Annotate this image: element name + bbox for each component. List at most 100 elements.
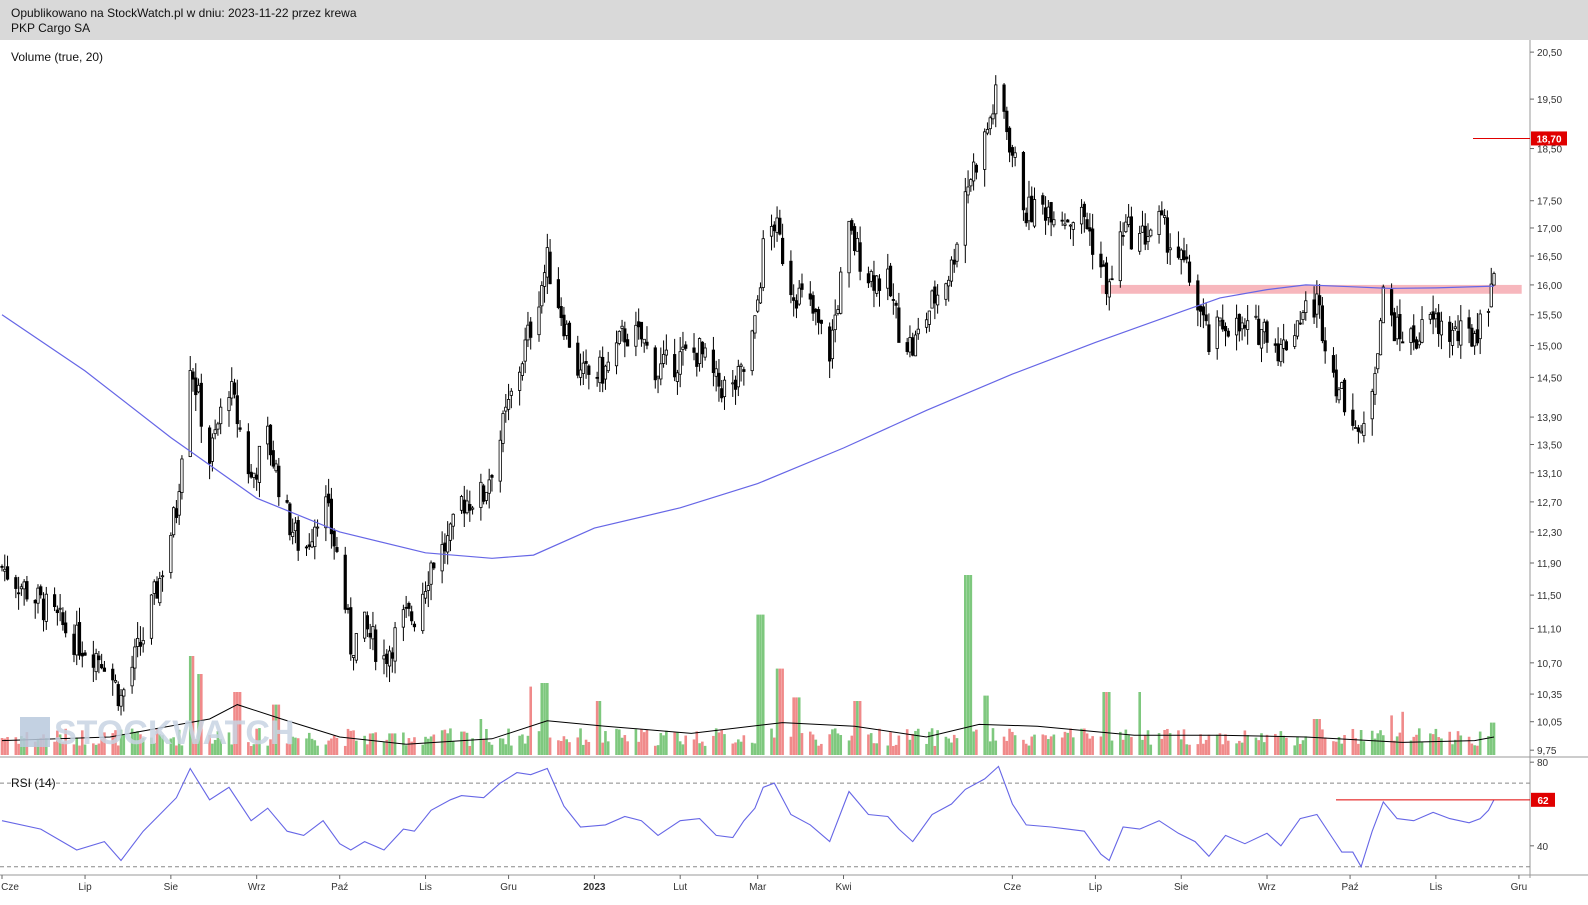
volume-bar: [1235, 743, 1238, 755]
candle-body: [781, 237, 785, 265]
volume-bar: [1013, 735, 1017, 755]
candle-body: [1024, 212, 1028, 224]
volume-bar: [1401, 711, 1404, 755]
candle-body: [349, 607, 353, 655]
candle-body: [199, 382, 203, 427]
volume-bar: [587, 741, 591, 755]
candle-body: [750, 330, 754, 372]
volume-bar: [1091, 736, 1094, 755]
volume-bar: [269, 739, 272, 755]
candle-body: [972, 161, 976, 182]
candle-body: [393, 627, 397, 662]
volume-bar: [847, 740, 851, 755]
volume-bar: [565, 739, 568, 755]
volume-bar: [1204, 739, 1208, 755]
volume-bar: [1456, 731, 1460, 755]
candle-body: [974, 164, 978, 173]
candle-body: [277, 465, 281, 498]
volume-average-line: [1, 704, 1495, 745]
volume-bar: [460, 731, 463, 755]
candle-body: [1389, 289, 1394, 316]
candle-body: [390, 652, 394, 659]
candle-body: [731, 382, 735, 385]
candle-body: [1467, 317, 1471, 329]
volume-bar: [820, 743, 823, 755]
volume-bar: [523, 743, 527, 755]
volume-bar: [3, 738, 7, 755]
volume-bar: [969, 575, 973, 755]
volume-bar: [72, 744, 76, 755]
time-tick-label: Wrz: [248, 882, 266, 893]
time-tick-label: Paź: [331, 882, 348, 893]
volume-bar: [58, 734, 62, 755]
candle-body: [595, 376, 599, 379]
candle-body: [1276, 343, 1280, 362]
candle-body: [138, 641, 143, 647]
volume-bar: [462, 731, 466, 755]
candle-body: [1221, 319, 1225, 330]
candle-body: [1273, 343, 1277, 346]
volume-bar: [111, 733, 115, 755]
candle-body: [1370, 391, 1374, 420]
volume-bar: [274, 704, 278, 755]
candle-body: [1013, 152, 1017, 158]
candle-body: [703, 347, 707, 358]
volume-bar: [1146, 730, 1150, 755]
candle-body: [736, 366, 740, 388]
volume-bar: [795, 697, 798, 755]
candle-body: [1304, 300, 1308, 313]
candle-body: [385, 653, 389, 664]
candle-body: [697, 338, 702, 365]
candle-body: [1007, 127, 1012, 153]
volume-bar: [92, 743, 95, 755]
price-tick-label: 10,70: [1537, 659, 1562, 670]
candle-body: [22, 581, 26, 590]
candle-body: [459, 496, 464, 511]
volume-bar: [916, 728, 920, 755]
candle-body: [335, 547, 339, 552]
candle-body: [797, 287, 801, 305]
candle-body: [1312, 299, 1316, 318]
time-tick-label: Kwi: [835, 882, 851, 893]
volume-bar: [1395, 736, 1399, 755]
volume-bar: [1429, 733, 1432, 755]
candle-body: [465, 500, 469, 514]
volume-bar: [83, 744, 87, 755]
volume-bar: [391, 733, 394, 755]
volume-bar: [388, 733, 391, 755]
volume-bar: [1110, 740, 1114, 755]
candle-body: [1079, 206, 1084, 225]
candle-body: [1373, 373, 1377, 395]
candle-body: [869, 271, 873, 282]
time-tick-label: Cze: [1, 882, 19, 893]
candle-body: [905, 342, 909, 352]
price-tick-label: 11,10: [1537, 624, 1562, 635]
volume-bar: [330, 738, 333, 755]
candle-body: [858, 242, 862, 272]
candle-body: [916, 328, 920, 335]
candle-body: [542, 272, 547, 287]
candle-body: [584, 361, 588, 364]
volume-bar: [775, 668, 779, 755]
volume-bar: [1083, 728, 1086, 755]
volume-bar: [750, 742, 754, 755]
candle-body: [991, 113, 995, 120]
volume-bar: [1060, 737, 1064, 755]
volume-bar: [731, 743, 735, 755]
volume-bar: [294, 737, 297, 755]
candle-body: [819, 319, 823, 324]
candle-body: [742, 369, 746, 372]
candle-body: [537, 306, 541, 336]
volume-bar: [233, 692, 236, 755]
volume-bar: [504, 744, 508, 755]
volume-bar: [548, 737, 552, 755]
volume-bar: [546, 683, 549, 755]
candle-body: [310, 541, 314, 548]
candle-body: [382, 655, 386, 660]
candle-body: [1160, 210, 1164, 216]
volume-bar: [1370, 730, 1374, 755]
candle-body: [1163, 215, 1167, 218]
volume-bar: [1354, 738, 1357, 755]
volume-bar: [188, 656, 192, 755]
volume-bar: [1246, 735, 1249, 755]
